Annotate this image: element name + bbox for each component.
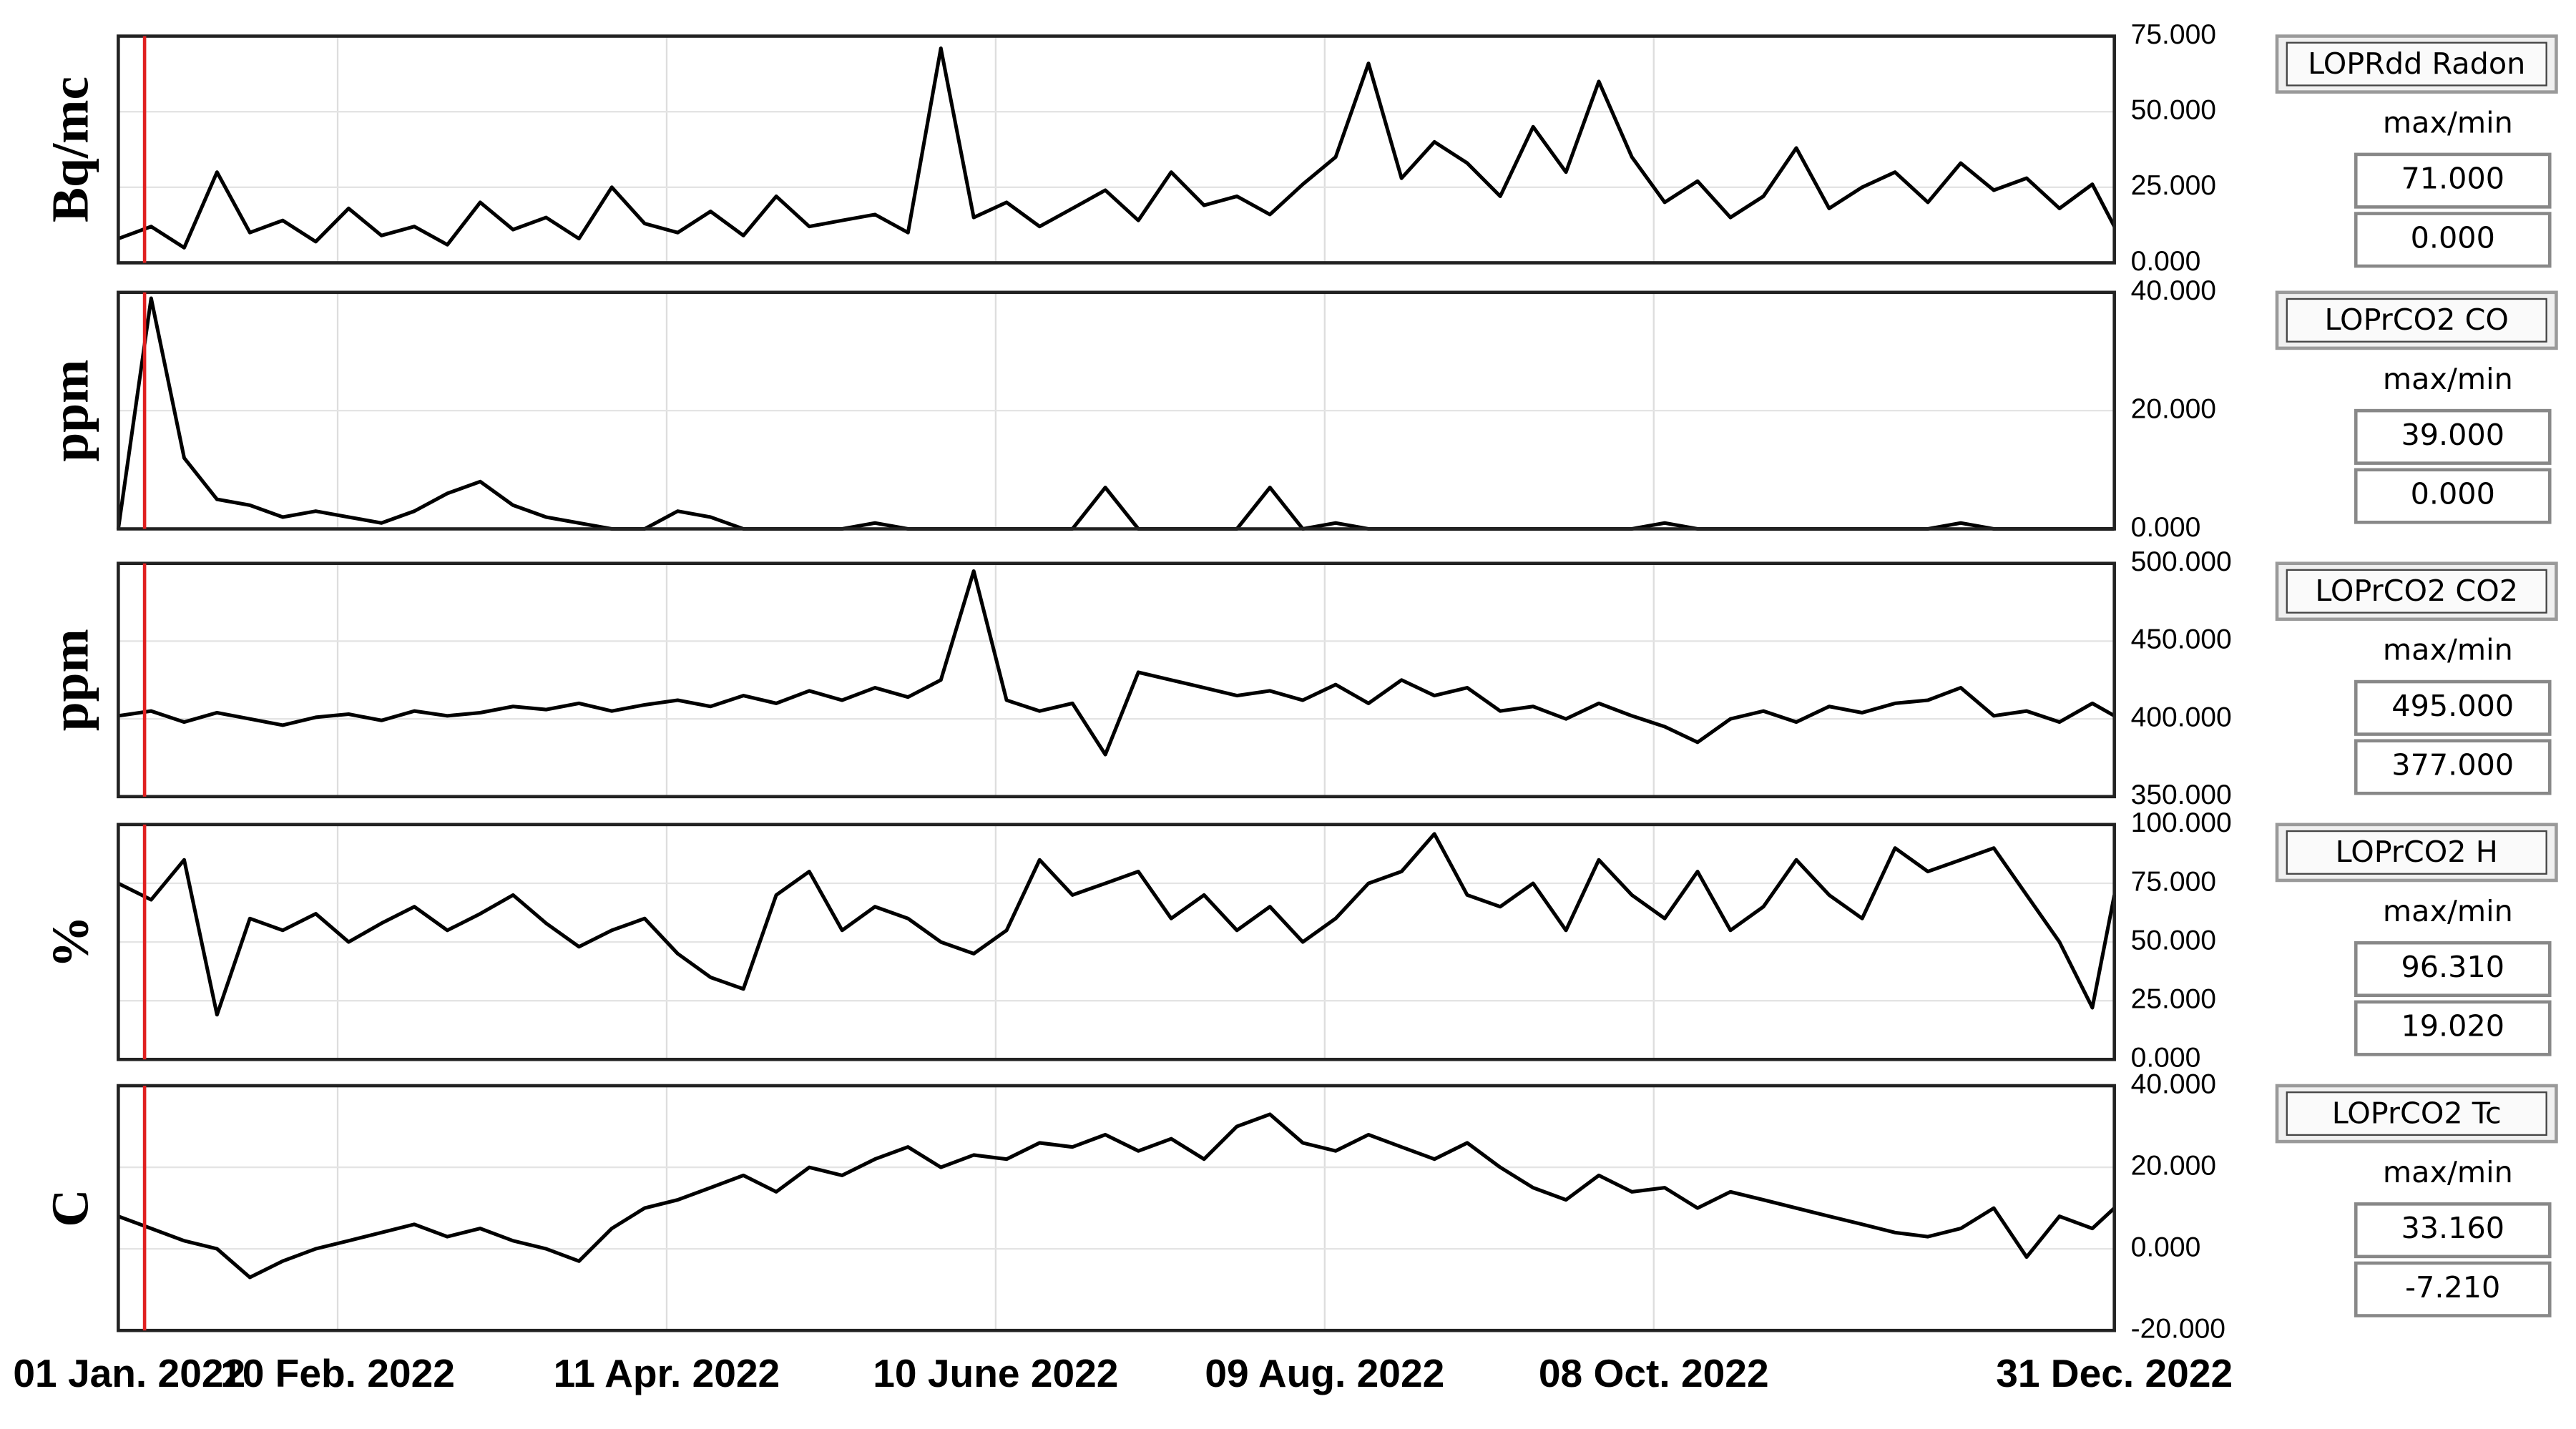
x-tick-label: 31 Dec. 2022 [1996,1351,2233,1395]
y-tick-label: 400.000 [2131,702,2232,732]
y-axis-label: % [41,915,99,968]
stat-box [2354,739,2552,795]
y-axis-label: Bq/mc [41,77,99,222]
y-tick-label: 40.000 [2131,275,2216,306]
y-tick-label: 50.000 [2131,94,2216,125]
y-tick-label: 50.000 [2131,925,2216,956]
x-tick-label: 11 Apr. 2022 [554,1351,780,1395]
y-tick-label: 450.000 [2131,624,2232,655]
series-button-inner [2286,41,2547,87]
stat-box [2354,679,2552,736]
y-tick-label: 350.000 [2131,780,2232,810]
data-line [117,569,2115,757]
stats-label: max/min [2383,1155,2513,1189]
stat-value: 33.160 [2401,1211,2504,1245]
y-tick-label: 100.000 [2131,807,2232,838]
plot-frame [117,34,2116,265]
stat-value: 0.000 [2411,220,2495,255]
y-tick-label: 20.000 [2131,393,2216,424]
plot-area [118,1086,2115,1331]
plot-frame [117,561,2116,799]
y-tick-label: 75.000 [2131,866,2216,897]
x-tick-label: 10 June 2022 [873,1351,1118,1395]
data-line [117,832,2117,1017]
stat-value: 19.020 [2401,1009,2504,1043]
x-tick-label: 09 Aug. 2022 [1205,1351,1444,1395]
stat-box [2354,408,2552,465]
data-line [117,46,2116,250]
data-line [117,1112,2116,1280]
y-tick-label: 20.000 [2131,1150,2216,1181]
y-tick-label: -20.000 [2131,1314,2225,1345]
stat-value: 495.000 [2391,689,2514,723]
stat-value: 377.000 [2391,747,2514,782]
y-tick-label: 0.000 [2131,246,2201,277]
plot-frame [117,822,2116,1061]
series-button-inner [2286,830,2547,875]
y-axis-label: ppm [41,360,99,462]
series-button-inner [2286,1091,2547,1136]
y-tick-label: 0.000 [2131,1232,2201,1262]
plot-area [118,563,2115,797]
stat-value: 71.000 [2401,162,2504,196]
stat-box [2354,941,2552,998]
y-tick-label: 0.000 [2131,512,2201,543]
stats-label: max/min [2383,106,2513,140]
plot-frame [117,290,2116,531]
y-tick-label: 25.000 [2131,170,2216,201]
series-button[interactable]: LOPrCO2 CO2 [2315,574,2518,608]
stat-box [2354,1261,2552,1317]
y-tick-label: 0.000 [2131,1043,2201,1074]
series-button-inner [2286,298,2547,343]
stat-box [2354,1000,2552,1056]
stat-box [2354,1202,2552,1259]
stats-label: max/min [2383,894,2513,928]
series-button[interactable]: LOPrCO2 H [2336,835,2498,869]
y-tick-label: 75.000 [2131,19,2216,50]
stat-box [2354,212,2552,268]
stat-value: 39.000 [2401,418,2504,452]
plot-frame [117,1084,2116,1332]
series-button-inner [2286,569,2547,614]
stats-label: max/min [2383,362,2513,396]
series-button[interactable]: LOPRdd Radon [2308,46,2525,81]
stat-value: -7.210 [2405,1270,2500,1305]
stat-box [2354,152,2552,209]
x-tick-label: 10 Feb. 2022 [220,1351,455,1395]
y-tick-label: 40.000 [2131,1069,2216,1099]
y-tick-label: 25.000 [2131,983,2216,1014]
x-tick-label: 08 Oct. 2022 [1539,1351,1769,1395]
plot-area [118,36,2115,263]
stats-label: max/min [2383,633,2513,667]
y-tick-label: 500.000 [2131,546,2232,577]
series-button[interactable]: LOPrCO2 CO [2324,303,2508,337]
stat-box [2354,468,2552,524]
x-tick-label: 01 Jan. 2022 [13,1351,245,1395]
stat-value: 0.000 [2411,477,2495,511]
stat-value: 96.310 [2401,950,2504,984]
series-button[interactable]: LOPrCO2 Tc [2332,1096,2502,1130]
y-axis-label: ppm [41,629,99,731]
y-axis-label: C [41,1189,99,1227]
